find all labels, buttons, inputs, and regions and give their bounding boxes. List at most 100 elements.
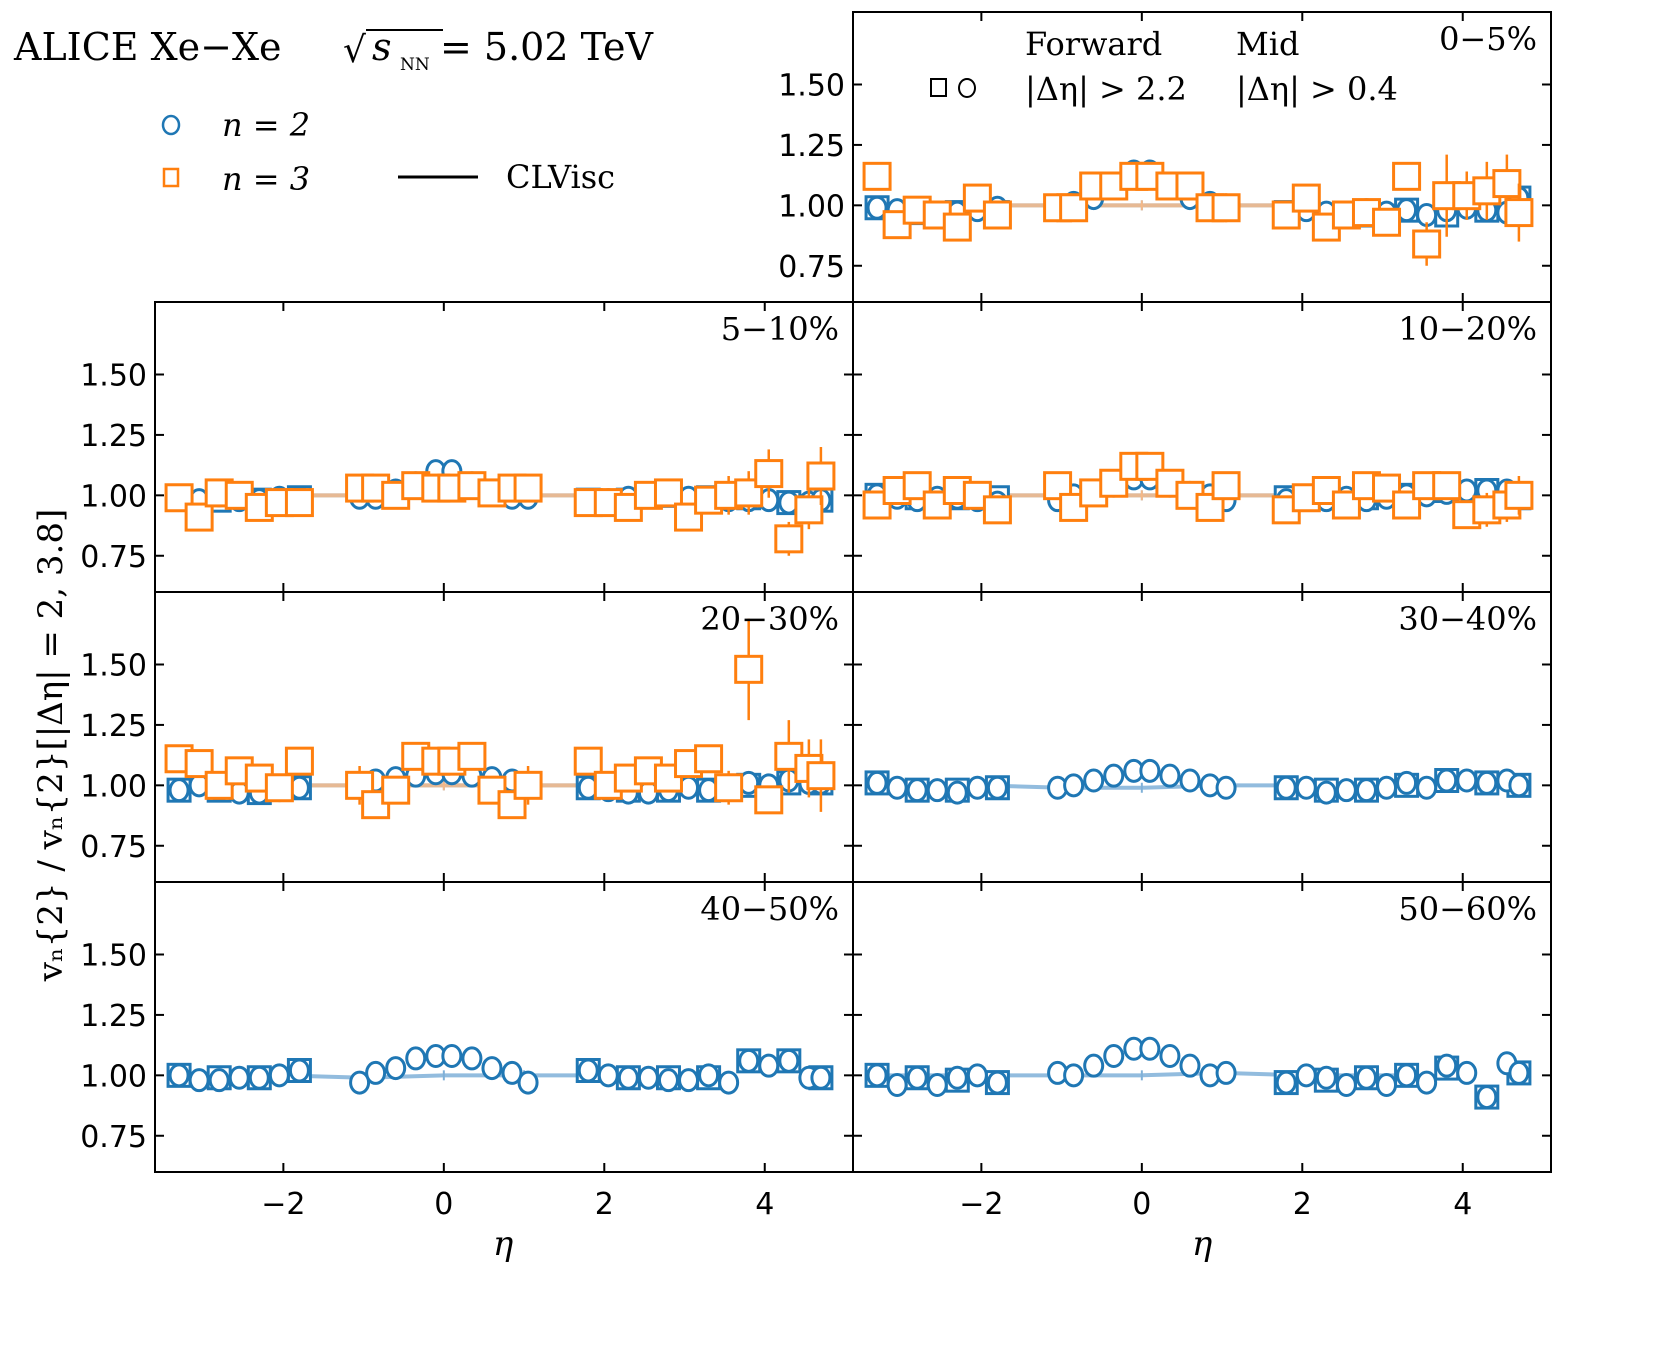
n3-forward-point [942, 212, 972, 242]
n2-mid-point [866, 770, 888, 795]
x-tick-label: 2 [595, 1187, 614, 1222]
n2-mid-point [986, 775, 1008, 800]
n3-forward-point [806, 761, 836, 791]
centrality-label: 40−50% [700, 890, 839, 928]
n2-mid-point [1295, 1063, 1317, 1088]
n2-mid-point [1315, 780, 1337, 805]
n2-mid-point [405, 1046, 427, 1071]
n3-forward-point [862, 161, 892, 191]
centrality-label: 10−20% [1398, 310, 1537, 348]
n2-mid-point [501, 1060, 523, 1085]
n2-mid-point [1103, 763, 1125, 788]
y-tick-label: 0.75 [80, 540, 147, 575]
n2-mid-point [1416, 1070, 1438, 1095]
n3-mid-point [1043, 471, 1073, 501]
n2-mid-point [738, 1048, 760, 1073]
legend-n2-marker [161, 114, 181, 136]
legend-forward-marker [930, 78, 947, 97]
x-axis-label-right: η [1192, 1224, 1213, 1264]
n3-forward-point [184, 502, 214, 532]
n2-mid-point [385, 1056, 407, 1081]
n3-mid-point [513, 473, 543, 503]
n2-mid-point [1436, 1053, 1458, 1078]
n2-mid-point [926, 1073, 948, 1097]
n3-forward-point [573, 746, 603, 776]
n3-forward-point [982, 200, 1012, 230]
panel-0-5-: 0.75 1.00 1.25 1.50 0−5% [778, 11, 1552, 303]
n3-mid-point [1211, 471, 1241, 501]
n2-mid-point [349, 1070, 371, 1095]
n2-mid-point [1315, 1065, 1337, 1090]
n2-mid-point [810, 1065, 832, 1090]
legend-forward-cut: |Δη| > 2.2 [1025, 70, 1187, 108]
n3-forward-point [284, 746, 314, 776]
panel-30-40-: 30−40% [852, 591, 1552, 883]
n2-mid-point [517, 1070, 539, 1095]
n2-mid-point [1063, 1063, 1085, 1088]
x-tick-label: −2 [261, 1187, 305, 1222]
n2-mid-point [778, 1048, 800, 1073]
n2-mid-point [617, 1065, 639, 1090]
n2-mid-point [657, 1068, 679, 1093]
n2-mid-point [1179, 768, 1201, 793]
n3-forward-point [1291, 183, 1321, 213]
n3-forward-point [1372, 207, 1402, 237]
n2-mid-point [1083, 768, 1105, 793]
title-suffix: = 5.02 TeV [440, 25, 653, 69]
n2-mid-point [365, 1060, 387, 1085]
legend-main: n = 2 n = 3 CLVisc [161, 106, 615, 198]
y-tick-label: 1.00 [80, 769, 147, 804]
n2-mid-point [268, 1063, 290, 1088]
n2-mid-point [168, 778, 190, 803]
legend-n3-label: n = 3 [222, 160, 310, 198]
y-tick-label: 1.50 [80, 939, 147, 974]
n3-forward-point [284, 488, 314, 518]
legend-model-label: CLVisc [506, 158, 615, 196]
n3-forward-point [754, 459, 784, 489]
n2-mid-point [718, 1070, 740, 1095]
n2-mid-point [1376, 1073, 1398, 1097]
x-tick-label: 4 [1453, 1187, 1472, 1222]
n3-forward-point [1504, 480, 1534, 510]
legend-n3-marker [162, 167, 180, 188]
n3-forward-point [1492, 169, 1522, 199]
svg-text:= 5.02 TeV: = 5.02 TeV [440, 25, 653, 69]
centrality-label: 30−40% [1398, 600, 1537, 638]
n2-mid-point [698, 1063, 720, 1088]
y-tick-label: 0.75 [778, 250, 845, 285]
n2-mid-point [228, 1065, 250, 1090]
n2-mid-point [1139, 1036, 1161, 1061]
n3-forward-point [184, 749, 214, 779]
n2-mid-point [1396, 1063, 1418, 1088]
legend-n2-label: n = 2 [222, 106, 310, 144]
n2-mid-point [1139, 758, 1161, 783]
y-tick-label: 1.50 [80, 359, 147, 394]
svg-text:s: s [372, 25, 392, 69]
n2-mid-point [1476, 770, 1498, 795]
n3-forward-point [694, 744, 724, 774]
panel-20-30-: 0.75 1.00 1.25 1.50 20−30% [80, 591, 854, 883]
y-tick-label: 1.25 [80, 999, 147, 1034]
y-tick-label: 1.00 [80, 479, 147, 514]
y-axis-label: vₙ{2} / vₙ{2}[|Δη| = 2, 3.8] [31, 509, 71, 982]
n2-mid-point [441, 1044, 463, 1068]
panel-frame [852, 881, 1552, 1173]
figure-title: ALICE Xe−Xe √ s NN = 5.02 TeV [13, 25, 653, 75]
legend-mid-cut: |Δη| > 0.4 [1236, 70, 1398, 108]
title-subscript: NN [400, 55, 430, 75]
n2-mid-point [577, 1058, 599, 1083]
n2-mid-point [1456, 768, 1478, 793]
n3-forward-point [1392, 161, 1422, 191]
n3-forward-point [774, 524, 804, 554]
legend-window: Forward Mid |Δη| > 2.2 |Δη| > 0.4 [930, 25, 1398, 108]
n2-mid-point [481, 1056, 503, 1081]
y-tick-label: 1.00 [80, 1059, 147, 1094]
legend-forward-header: Forward [1025, 25, 1162, 63]
n2-mid-point [597, 1063, 619, 1088]
n2-mid-point [1396, 770, 1418, 795]
y-tick-label: 1.25 [80, 709, 147, 744]
n2-mid-point [906, 1065, 928, 1090]
n3-mid-point [1211, 193, 1241, 223]
title-s: s [372, 25, 392, 69]
